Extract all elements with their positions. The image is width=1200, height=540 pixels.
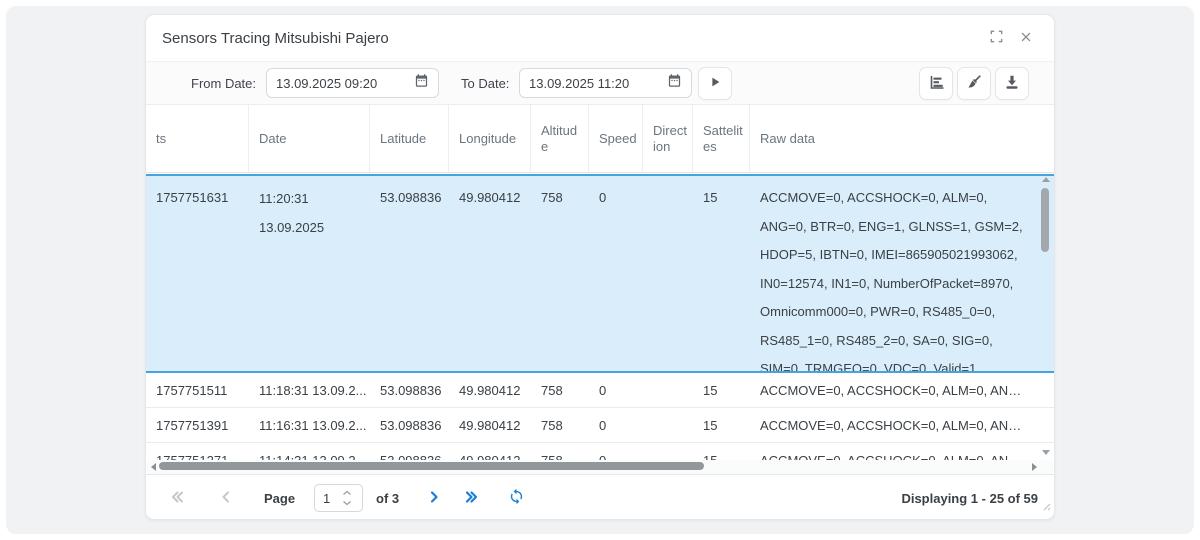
cell-sattelites: 15 (693, 383, 750, 398)
scroll-up-arrow[interactable] (1042, 177, 1050, 182)
cell-longitude: 49.980412 (449, 383, 531, 398)
pagination-bar: Page of 3 (146, 474, 1054, 519)
table-row[interactable]: 1757751271 11:14:31 13.09.2... 53.098836… (146, 443, 1054, 460)
page-spinner-up[interactable] (342, 490, 352, 497)
vertical-scrollbar[interactable] (1040, 175, 1052, 459)
calendar-icon[interactable] (667, 73, 682, 93)
window-title: Sensors Tracing Mitsubishi Pajero (162, 30, 389, 47)
calendar-icon[interactable] (414, 73, 429, 93)
brush-icon (966, 74, 982, 93)
download-button[interactable] (995, 67, 1029, 100)
column-header-ts[interactable]: ts (146, 105, 249, 172)
table-row[interactable]: 1757751511 11:18:31 13.09.2... 53.098836… (146, 373, 1054, 408)
table-row[interactable]: 1757751391 11:16:31 13.09.2... 53.098836… (146, 408, 1054, 443)
cell-longitude: 49.980412 (449, 418, 531, 433)
from-date-value: 13.09.2025 09:20 (276, 76, 377, 91)
cell-date: 11:14:31 13.09.2... (249, 453, 370, 460)
to-date-value: 13.09.2025 11:20 (529, 76, 629, 91)
cell-sattelites: 15 (693, 453, 750, 460)
previous-page-button[interactable] (216, 488, 236, 508)
cell-altitude: 758 (531, 418, 589, 433)
bar-chart-icon (928, 74, 944, 93)
cell-latitude: 53.098836 (370, 383, 449, 398)
refresh-icon (508, 488, 525, 508)
maximize-button[interactable] (984, 26, 1008, 50)
column-header-date[interactable]: Date (249, 105, 370, 172)
horizontal-scrollbar[interactable] (147, 460, 1053, 474)
cell-date: 11:18:31 13.09.2... (249, 383, 370, 398)
cell-ts: 1757751391 (146, 418, 249, 433)
page-number-field[interactable] (314, 484, 363, 512)
table-row-selected[interactable]: 1757751631 11:20:31 13.09.2025 53.098836… (146, 174, 1054, 373)
run-trace-button[interactable] (698, 67, 732, 100)
cell-altitude: 758 (531, 383, 589, 398)
cell-date: 11:16:31 13.09.2... (249, 418, 370, 433)
page-spinner-down[interactable] (342, 500, 352, 507)
cell-raw-data: ACCMOVE=0, ACCSHOCK=0, ALM=0, ANG=0, BTR… (750, 418, 1040, 433)
displaying-text: Displaying 1 - 25 of 59 (901, 491, 1038, 506)
page-label: Page (264, 491, 295, 506)
cell-altitude: 758 (531, 176, 589, 208)
cell-longitude: 49.980412 (449, 453, 531, 460)
cell-altitude: 758 (531, 453, 589, 460)
cell-latitude: 53.098836 (370, 176, 449, 208)
resize-handle[interactable] (1041, 498, 1051, 516)
toolbar: From Date: 13.09.2025 09:20 To Date: 13.… (146, 61, 1054, 105)
table-body: 1757751631 11:20:31 13.09.2025 53.098836… (146, 174, 1054, 460)
column-header-sattelites[interactable]: Sattelites (693, 105, 750, 172)
chevron-right-icon (426, 489, 442, 508)
scroll-right-arrow[interactable] (1032, 463, 1037, 471)
from-date-label: From Date: (191, 76, 256, 91)
chevron-left-icon (218, 489, 234, 508)
column-header-altitude[interactable]: Altitude (531, 105, 589, 172)
cell-raw-data: ACCMOVE=0, ACCSHOCK=0, ALM=0, ANG=0, BTR… (750, 383, 1040, 398)
cell-raw-data: ACCMOVE=0, ACCSHOCK=0, ALM=0, ANG=0, BTR… (750, 453, 1040, 460)
cell-sattelites: 15 (693, 418, 750, 433)
first-page-button[interactable] (168, 488, 188, 508)
cell-speed: 0 (589, 418, 643, 433)
title-bar: Sensors Tracing Mitsubishi Pajero (146, 15, 1054, 61)
cell-speed: 0 (589, 176, 643, 208)
close-icon (1019, 30, 1033, 47)
horizontal-scroll-thumb[interactable] (159, 462, 704, 470)
scroll-left-arrow[interactable] (151, 463, 156, 471)
cell-ts: 1757751511 (146, 383, 249, 398)
next-page-button[interactable] (424, 488, 444, 508)
from-date-input[interactable]: 13.09.2025 09:20 (266, 68, 439, 98)
to-date-label: To Date: (461, 76, 509, 91)
sensors-tracing-window: Sensors Tracing Mitsubishi Pajero From D… (145, 14, 1055, 520)
cell-ts: 1757751631 (146, 176, 249, 208)
column-header-speed[interactable]: Speed (589, 105, 643, 172)
double-chevron-right-icon (463, 489, 479, 508)
last-page-button[interactable] (461, 488, 481, 508)
scroll-down-arrow[interactable] (1042, 450, 1050, 455)
cell-date: 11:20:31 13.09.2025 (249, 176, 370, 242)
play-icon (708, 75, 722, 92)
double-chevron-left-icon (170, 489, 186, 508)
cell-speed: 0 (589, 453, 643, 460)
cell-speed: 0 (589, 383, 643, 398)
cell-longitude: 49.980412 (449, 176, 531, 208)
cell-direction (643, 176, 693, 188)
column-header-longitude[interactable]: Longitude (449, 105, 531, 172)
column-header-raw-data[interactable]: Raw data (750, 105, 1040, 172)
cell-raw-data: ACCMOVE=0, ACCSHOCK=0, ALM=0, ANG=0, BTR… (750, 176, 1040, 371)
cell-sattelites: 15 (693, 176, 750, 208)
close-button[interactable] (1014, 26, 1038, 50)
to-date-input[interactable]: 13.09.2025 11:20 (519, 68, 692, 98)
page-input[interactable] (315, 491, 341, 506)
download-icon (1004, 74, 1020, 93)
table-header: ts Date Latitude Longitude Altitude Spee… (146, 105, 1054, 173)
column-header-direction[interactable]: Direction (643, 105, 693, 172)
cell-latitude: 53.098836 (370, 418, 449, 433)
clear-button[interactable] (957, 67, 991, 100)
vertical-scroll-thumb[interactable] (1041, 188, 1049, 252)
cell-latitude: 53.098836 (370, 453, 449, 460)
cell-ts: 1757751271 (146, 453, 249, 460)
column-header-latitude[interactable]: Latitude (370, 105, 449, 172)
page-count-label: of 3 (376, 491, 399, 506)
maximize-icon (989, 29, 1004, 47)
refresh-button[interactable] (506, 488, 526, 508)
chart-view-button[interactable] (919, 67, 953, 100)
